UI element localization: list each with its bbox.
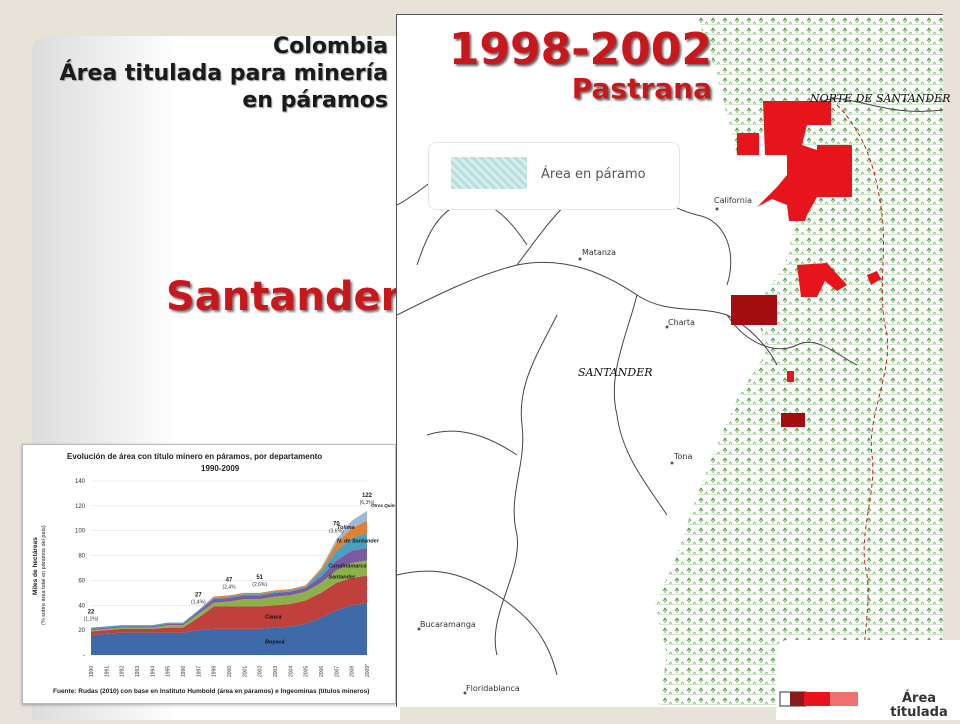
dept-border <box>836 104 889 707</box>
town-matanza: Matanza <box>582 248 617 257</box>
chart-card: Evolución de área con título minero en p… <box>22 444 401 704</box>
paramo-legend-label: Área en páramo <box>541 167 646 182</box>
chart-xtick-label: 1998 <box>212 666 218 677</box>
paramo-legend: Área en páramo <box>428 142 680 210</box>
chart-xtick-label: 2003 <box>273 666 279 677</box>
area-series-n-de-santander <box>91 533 367 629</box>
chart-xtick-label: 2004 <box>288 666 294 677</box>
area-series-santander <box>91 560 367 632</box>
chart-subtitle: 1990-2009 <box>201 464 240 473</box>
chart-xtick-label: 1992 <box>120 666 126 677</box>
chart-pct-label: (2,4% <box>222 584 236 590</box>
chart-pct-label: (3,6%) <box>329 528 344 534</box>
president-heading: Pastrana <box>571 72 712 105</box>
chart-total-label: 70 <box>333 521 340 527</box>
chart-series-label: Cauca <box>265 614 282 620</box>
chart-xtick-label: 1996 <box>181 666 187 677</box>
titled-legend <box>776 640 960 720</box>
mining-titles <box>731 101 881 427</box>
area-chart: Evolución de área con título minero en p… <box>32 452 401 695</box>
chart-xtick-label: 2006 <box>319 666 325 677</box>
country-heading: Colombia <box>273 34 388 59</box>
chart-series-label: Boyacá <box>265 639 285 645</box>
chart-ytick-label: 20 <box>78 628 85 634</box>
chart-ytick-label: 120 <box>75 504 86 510</box>
chart-series-label: Santander <box>328 575 356 581</box>
town-california: California <box>714 196 752 205</box>
chart-source: Fuente: Rudas (2010) con base en Institu… <box>53 688 369 695</box>
chart-total-label: 27 <box>195 592 202 598</box>
chart-ytick-label: 60 <box>78 578 85 584</box>
chart-xtick-label: 2005 <box>304 666 310 677</box>
chart-xtick-label: 2009* <box>365 664 371 677</box>
chart-ytick-label: 40 <box>78 603 85 609</box>
town-tona: Tona <box>674 452 693 461</box>
chart-xtick-label: 2007 <box>334 666 340 677</box>
chart-pct-label: (1,1%) <box>84 617 99 623</box>
chart-pct-label: (2,6%) <box>252 582 267 588</box>
chart-ytick-label: 100 <box>75 529 86 535</box>
chart-ylabel2: (% sobre área total en páramos del país) <box>41 525 47 625</box>
paramo-region <box>655 15 943 707</box>
chart-ytick-label: - <box>83 653 85 659</box>
chart-xtick-label: 1994 <box>150 666 156 677</box>
chart-series-label: Otros Quindío <box>371 503 395 508</box>
map-label-norte-de-santander: NORTE DE SANTANDER <box>810 92 951 105</box>
period-heading: 1998-2002 <box>448 24 712 75</box>
department-title: Santander <box>166 274 401 320</box>
chart-ytick-label: 80 <box>78 554 85 560</box>
chart-xtick-label: 2000 <box>227 666 233 677</box>
chart-ylabel: Miles de hectáreas <box>32 537 39 595</box>
chart-pct-label: (6,3%) <box>360 500 375 506</box>
chart-xtick-label: 1995 <box>166 666 172 677</box>
chart-xtick-label: 2001 <box>242 666 248 677</box>
chart-total-label: 122 <box>362 493 373 499</box>
chart-series-label: Tolima <box>337 525 355 531</box>
map-svg <box>397 15 943 707</box>
subtitle-line-2: en páramos <box>242 88 388 113</box>
chart-total-label: 47 <box>226 577 233 583</box>
chart-xtick-label: 2008 <box>350 666 356 677</box>
titled-legend-label: Área titulada <box>890 691 948 720</box>
area-series-boyac- <box>91 602 367 655</box>
chart-series-label: Cundinamarca <box>328 564 366 570</box>
map-frame <box>396 14 943 707</box>
chart-title: Evolución de área con título minero en p… <box>67 452 322 461</box>
chart-pct-label: (1,4%) <box>191 599 206 605</box>
chart-xtick-label: 1997 <box>196 666 202 677</box>
chart-total-label: 22 <box>88 610 95 616</box>
paramo-swatch <box>451 157 527 189</box>
chart-xtick-label: 2002 <box>258 666 264 677</box>
area-series-cauca <box>91 575 367 636</box>
town-bucaramanga: Bucaramanga <box>420 620 476 629</box>
subtitle-line-1: Área titulada para minería <box>59 61 388 86</box>
chart-xtick-label: 1990 <box>89 666 95 677</box>
titled-swatch <box>779 691 858 707</box>
town-charta: Charta <box>668 318 695 327</box>
chart-series-label: N. de Santander <box>337 539 380 545</box>
town-floridablanca: Floridablanca <box>466 684 520 693</box>
chart-xtick-label: 1993 <box>135 666 141 677</box>
chart-total-label: 51 <box>256 575 263 581</box>
chart-xtick-label: 1991 <box>104 666 110 677</box>
map-label-santander: SANTANDER <box>578 366 653 379</box>
chart-ytick-label: 140 <box>75 479 86 485</box>
